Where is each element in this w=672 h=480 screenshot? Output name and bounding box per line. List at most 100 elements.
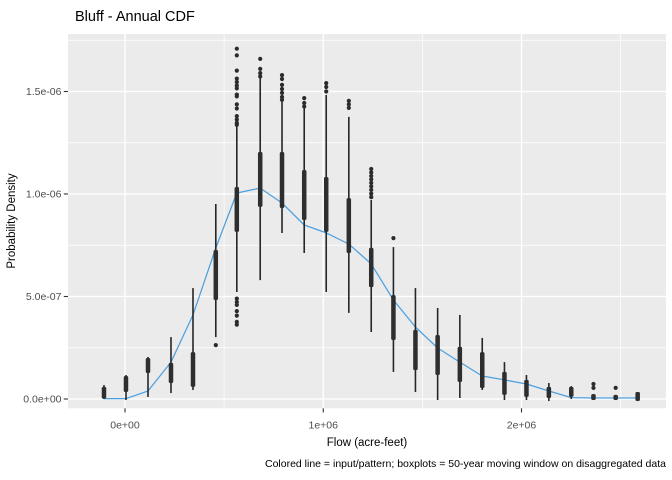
boxplot-box [524,379,529,397]
boxplot-box [257,152,263,207]
outlier-dot [279,90,285,95]
boxplot [391,236,396,372]
boxplot [413,288,418,393]
boxplot [213,204,219,348]
outlier-dot [234,117,239,122]
y-tick-label: 1.0e-06 [26,189,62,201]
outlier-dot [234,102,239,107]
boxplot-box [613,394,618,400]
x-tick-label: 2e+06 [507,419,537,431]
outlier-dot [369,166,374,172]
axis-tick-marks [63,90,523,413]
outlier-dot [234,53,239,58]
outlier-dot [302,104,307,109]
outlier-dot [279,97,285,102]
boxplot [457,314,463,398]
boxplot [346,98,352,313]
outlier-dot [369,173,374,179]
outlier-dot [234,94,239,99]
boxplot-box [190,352,196,387]
outlier-dot [258,66,263,71]
boxplot-box [101,386,107,399]
boxplot [613,385,618,401]
y-tick-label: 0.0e+00 [23,394,61,406]
plot-title: Bluff - Annual CDF [75,9,195,25]
outlier-dot [258,74,263,79]
outlier-dot [234,68,239,73]
boxplot [480,337,485,390]
boxplot-box [546,386,552,398]
boxplot-box [168,362,174,383]
outlier-dot [369,177,374,182]
boxplot [323,81,329,292]
outlier-dot [213,343,218,348]
outlier-dot [302,96,307,101]
y-axis-title: Probability Density [6,173,18,268]
boxplot [279,73,285,233]
boxplot-box [480,352,485,388]
outlier-dot [369,195,374,200]
outlier-dot [279,73,285,78]
outlier-dot [369,187,374,192]
gridlines-major [68,34,666,409]
outlier-dot [279,86,285,92]
boxplot-box [213,250,219,300]
boxplot-box [346,198,352,253]
outlier-dot [346,105,351,110]
y-tick-labels: 0.0e+00 5.0e-07 1.0e-06 1.5e-06 [23,86,61,406]
outlier-dot [234,114,239,119]
outlier-dot [279,94,285,100]
outlier-dot [369,170,374,175]
outlier-dot [369,184,374,189]
outlier-dot [369,180,374,185]
outlier-dot [234,86,239,91]
boxplot-box [123,376,129,392]
boxplot-box [457,346,463,382]
boxplot-box [234,187,240,232]
boxplot [546,383,552,402]
boxplot-box [502,371,507,395]
outlier-dot [346,98,351,103]
boxplot [190,288,196,390]
boxplot-box [301,170,307,220]
outlier-dot [234,80,239,85]
outlier-dot [346,102,351,107]
outlier-dot [234,322,239,327]
x-tick-label: 1e+06 [309,419,339,431]
outlier-dot [391,236,396,241]
boxplot-box [391,295,396,340]
gridlines-minor [68,34,666,409]
outlier-dot [369,191,374,196]
boxplot-box [323,177,329,232]
outlier-dot [279,82,285,87]
outlier-dot [234,299,239,305]
outlier-dot [324,81,329,86]
boxplot [502,362,507,401]
boxplot-box [591,394,596,400]
boxplot-box [569,386,574,397]
boxplot [635,392,640,402]
boxplot-box [279,152,285,208]
boxplot [301,96,307,254]
outlier-dot [234,106,239,111]
boxplot [123,375,129,401]
outlier-dot [613,385,618,390]
y-tick-label: 5.0e-07 [26,291,62,303]
outlier-dot [234,309,239,314]
outlier-dot [258,56,263,62]
boxplot [234,46,240,327]
boxplots-layer [101,46,640,402]
boxplot [145,356,151,397]
boxplot [257,56,263,281]
boxplot-box [635,392,640,401]
outlier-dot [324,89,329,94]
outlier-dot [234,313,239,318]
x-axis-title: Flow (acre-feet) [327,437,408,449]
boxplot-box [145,358,151,373]
outlier-dot [234,122,239,127]
outlier-dot [234,296,239,301]
boxplot [168,337,174,394]
boxplot-box [413,329,418,371]
